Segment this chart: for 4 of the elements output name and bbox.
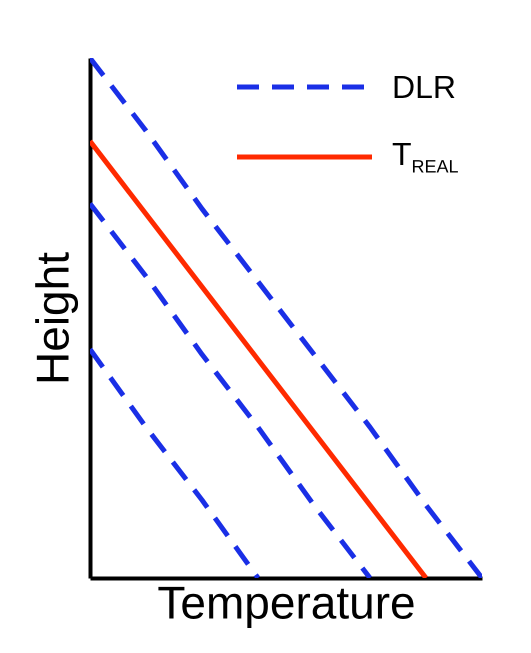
legend-label: T$_{REAL}$ <box>392 136 459 178</box>
y-axis-title: Height <box>26 252 78 385</box>
legend-label: DLR <box>392 68 456 106</box>
x-axis-title: Temperature <box>157 576 416 628</box>
